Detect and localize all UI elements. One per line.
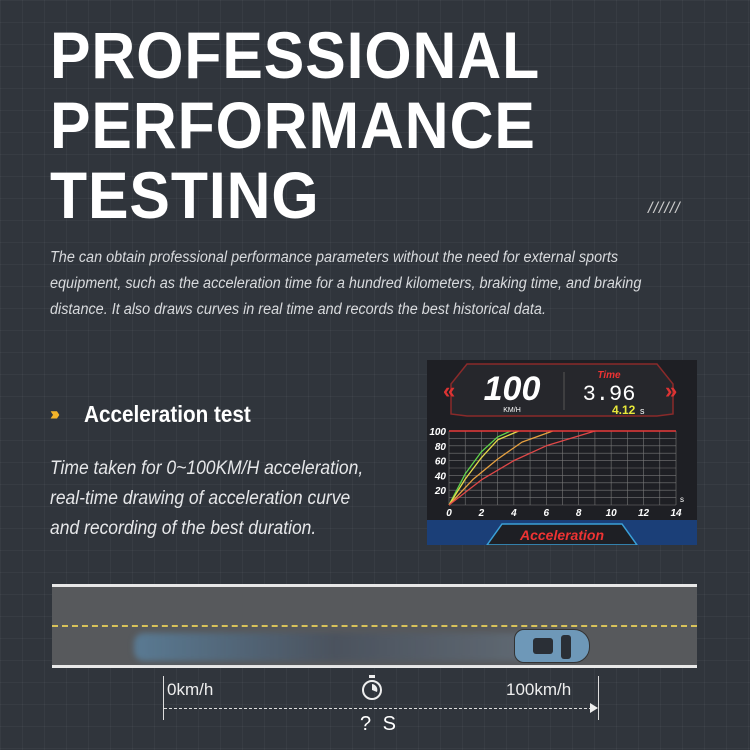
- mode-label: Acceleration: [519, 527, 604, 543]
- x-tick-label: 8: [576, 508, 582, 519]
- x-tick-label: 2: [478, 508, 485, 519]
- y-tick-label: 60: [435, 457, 447, 468]
- x-tick-label: 10: [606, 508, 618, 519]
- lane-marking: [52, 625, 697, 627]
- section-heading: Acceleration test: [84, 401, 251, 427]
- best-unit: s: [640, 406, 645, 416]
- end-marker: [598, 676, 599, 720]
- series-line: [448, 430, 519, 506]
- end-speed: 100km/h: [506, 680, 572, 699]
- series-line: [448, 430, 596, 506]
- header-frame: [450, 363, 674, 417]
- best-time: 4.12: [612, 403, 636, 417]
- title-line-3: TESTING: [50, 158, 320, 232]
- arrow-head-icon: [590, 703, 598, 713]
- chevron-right-icon: »: [665, 378, 677, 403]
- x-tick-label: 4: [510, 508, 517, 519]
- duration-arrow: [164, 708, 592, 709]
- x-tick-label: 6: [544, 508, 550, 519]
- section-text: Time taken for 0~100KM/H acceleration, r…: [50, 458, 364, 539]
- y-tick-label: 100: [429, 427, 446, 438]
- title-line-2: PERFORMANCE: [50, 88, 536, 162]
- y-tick-label: 80: [435, 442, 447, 453]
- x-tick-label: 0: [446, 508, 452, 519]
- title-line-1: PROFESSIONAL: [50, 18, 541, 92]
- speed-unit: KM/H: [503, 407, 521, 414]
- y-tick-label: 20: [434, 486, 447, 497]
- series-line: [448, 430, 511, 506]
- description: The can obtain professional performance …: [50, 249, 642, 318]
- stopwatch-icon: [360, 674, 384, 702]
- duration-label: ? S: [360, 713, 400, 735]
- start-speed: 0km/h: [167, 680, 214, 699]
- double-chevron-right-icon: ›››: [50, 404, 60, 424]
- time-label: Time: [597, 370, 621, 381]
- x-tick-label: 12: [638, 508, 650, 519]
- x-tick-label: 14: [670, 508, 682, 519]
- y-tick-label: 40: [434, 471, 447, 482]
- chevron-left-icon: «: [443, 378, 455, 403]
- time-value: 3.96: [583, 382, 636, 407]
- road: [52, 584, 697, 668]
- decorative-hatch: //////: [648, 200, 681, 217]
- speed-value: 100: [484, 370, 541, 408]
- car: [514, 629, 590, 663]
- x-axis-label: s: [680, 495, 684, 504]
- motion-blur-car: [134, 633, 534, 661]
- device-screen: « » 100 KM/H Time 3.96 4.12 s 0 2 4 6 8 10 12 1…: [427, 360, 697, 546]
- series-line: [448, 430, 553, 506]
- start-marker: [163, 676, 164, 720]
